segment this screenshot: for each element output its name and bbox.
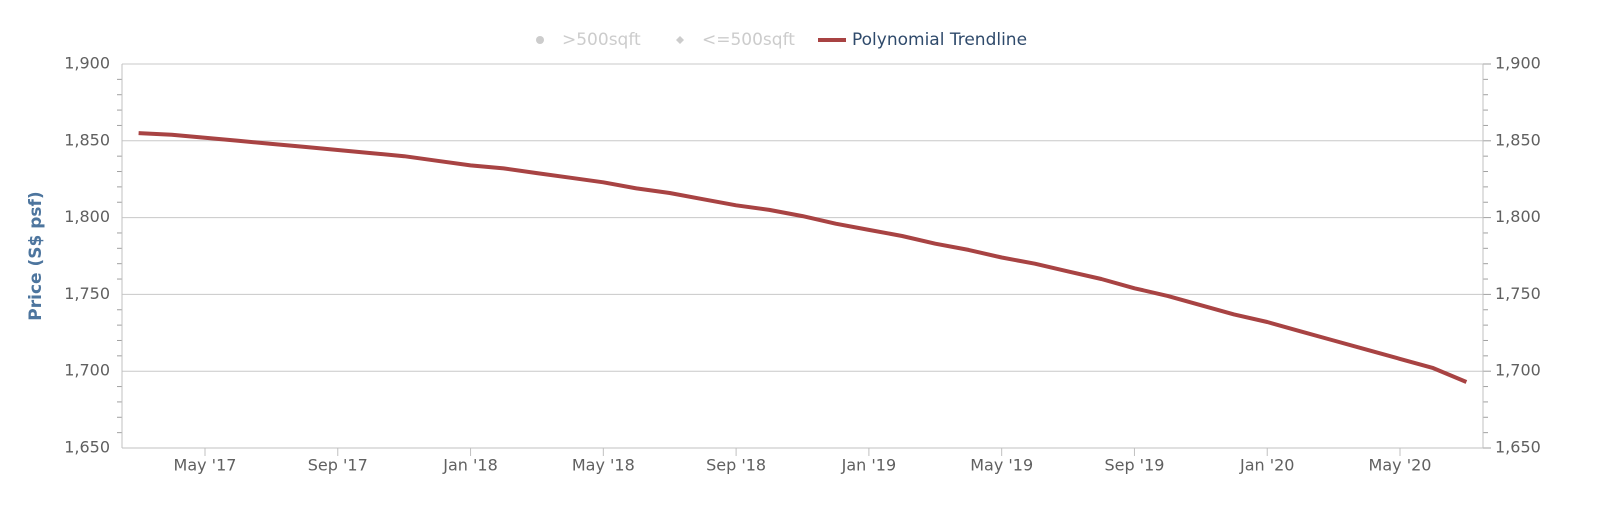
- y-tick-label: 1,900: [64, 54, 110, 73]
- y2-tick-label: 1,700: [1495, 361, 1541, 380]
- x-tick-label: Sep '18: [706, 456, 766, 475]
- x-tick-label: May '19: [970, 456, 1033, 475]
- y2-tick-label: 1,900: [1495, 54, 1541, 73]
- y-tick-label: 1,650: [64, 438, 110, 457]
- x-tick-label: Jan '19: [841, 456, 897, 475]
- x-tick-label: Sep '19: [1104, 456, 1164, 475]
- x-tick-label: May '17: [174, 456, 237, 475]
- y-axis-title: Price (S$ psf): [26, 191, 46, 320]
- x-tick-label: May '20: [1369, 456, 1432, 475]
- legend-item[interactable]: Polynomial Trendline: [852, 30, 1027, 50]
- y-tick-label: 1,850: [64, 130, 110, 149]
- y-tick-label: 1,700: [64, 361, 110, 380]
- y-tick-label: 1,800: [64, 207, 110, 226]
- legend-item[interactable]: >500sqft: [562, 30, 641, 50]
- legend-item[interactable]: <=500sqft: [702, 30, 795, 50]
- y2-tick-label: 1,800: [1495, 207, 1541, 226]
- x-tick-label: May '18: [572, 456, 635, 475]
- y2-tick-label: 1,850: [1495, 130, 1541, 149]
- x-tick-label: Jan '20: [1239, 456, 1295, 475]
- trend-line: [138, 131, 1468, 384]
- legend-symbol: [676, 36, 684, 44]
- x-tick-label: Jan '18: [442, 456, 498, 475]
- y2-tick-label: 1,650: [1495, 438, 1541, 457]
- y2-tick-label: 1,750: [1495, 284, 1541, 303]
- x-tick-label: Sep '17: [308, 456, 368, 475]
- y-tick-label: 1,750: [64, 284, 110, 303]
- legend-symbol: [536, 36, 544, 44]
